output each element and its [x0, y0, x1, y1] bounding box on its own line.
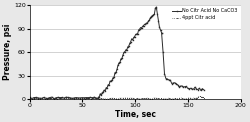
4ppt Citr acid [150, 98, 154, 100]
4ppt Citr acid [198, 96, 201, 97]
No Citr Acid No CaCO3 [104, 90, 107, 92]
4ppt Citr acid [81, 98, 84, 99]
Line: 4ppt Citr acid: 4ppt Citr acid [29, 95, 204, 100]
4ppt Citr acid [28, 98, 31, 99]
4ppt Citr acid [202, 97, 205, 99]
No Citr Acid No CaCO3 [155, 6, 158, 8]
4ppt Citr acid [79, 98, 82, 100]
Y-axis label: Pressure, psi: Pressure, psi [4, 24, 13, 80]
4ppt Citr acid [174, 98, 177, 99]
No Citr Acid No CaCO3 [28, 97, 31, 98]
No Citr Acid No CaCO3 [160, 32, 163, 34]
No Citr Acid No CaCO3 [54, 97, 58, 99]
No Citr Acid No CaCO3 [52, 98, 56, 99]
Legend: No Citr Acid No CaCO3, 4ppt Citr acid: No Citr Acid No CaCO3, 4ppt Citr acid [172, 8, 238, 21]
No Citr Acid No CaCO3 [110, 79, 114, 81]
No Citr Acid No CaCO3 [202, 89, 205, 90]
4ppt Citr acid [119, 97, 122, 99]
X-axis label: Time, sec: Time, sec [115, 110, 156, 119]
No Citr Acid No CaCO3 [114, 72, 116, 73]
No Citr Acid No CaCO3 [128, 43, 131, 44]
4ppt Citr acid [136, 97, 139, 99]
Line: No Citr Acid No CaCO3: No Citr Acid No CaCO3 [29, 6, 204, 99]
4ppt Citr acid [32, 98, 35, 99]
